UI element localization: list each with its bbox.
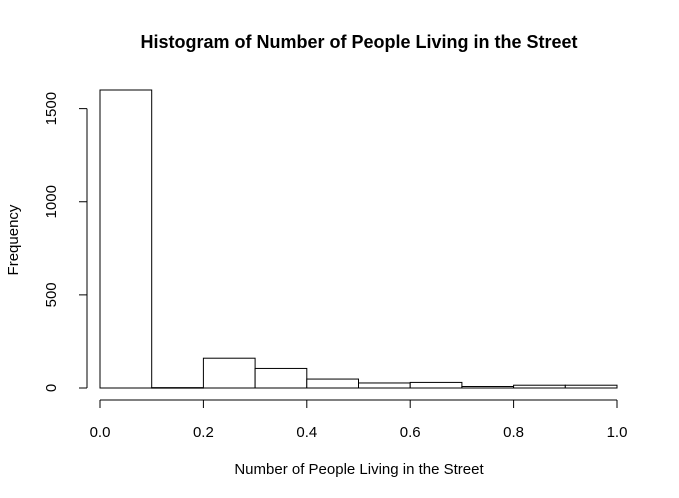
x-tick-label: 0.4 (296, 424, 317, 441)
y-tick-label: 500 (43, 282, 60, 307)
y-axis-label: Frequency (5, 204, 22, 275)
bars-group (99, 89, 618, 389)
x-tick-label: 0.8 (503, 424, 524, 441)
histogram-bar (202, 357, 256, 389)
histogram-bar (513, 384, 566, 389)
y-tick-label: 0 (43, 384, 60, 392)
histogram-bar (564, 384, 618, 389)
y-tick-label: 1500 (43, 92, 60, 125)
y-tick-label: 1000 (43, 185, 60, 218)
chart-title: Histogram of Number of People Living in … (140, 32, 577, 52)
x-axis: 0.0 0.2 0.4 0.6 0.8 1.0 (90, 399, 628, 441)
histogram-bar (99, 89, 153, 389)
x-axis-label: Number of People Living in the Street (234, 461, 484, 478)
x-tick-label: 1.0 (607, 424, 628, 441)
histogram-bar (151, 387, 204, 389)
y-axis: 0 500 1000 1500 (43, 92, 88, 392)
histogram-bar (358, 382, 411, 389)
histogram-bar (461, 386, 515, 389)
x-tick-label: 0.0 (90, 424, 111, 441)
histogram-bar (254, 367, 308, 389)
histogram-bar (409, 381, 463, 389)
x-tick-label: 0.6 (400, 424, 421, 441)
x-tick-label: 0.2 (193, 424, 214, 441)
histogram-bar (306, 378, 359, 389)
